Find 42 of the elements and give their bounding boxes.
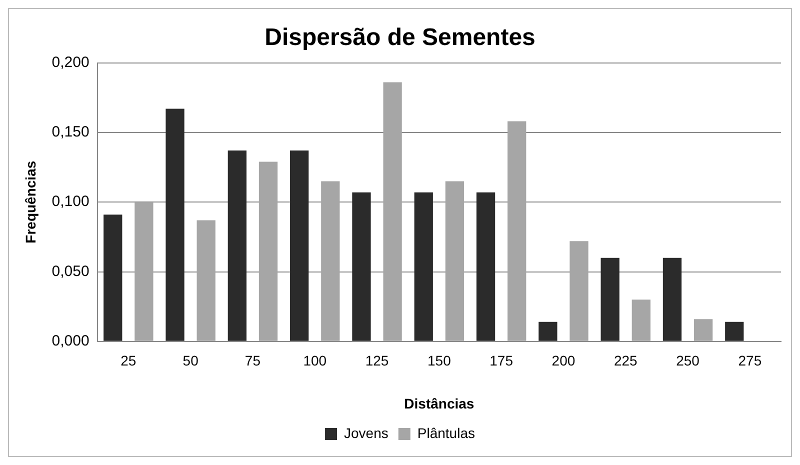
x-tick-label: 150 [427, 352, 452, 369]
y-tick-label: 0,150 [52, 124, 90, 141]
x-tick-label: 75 [244, 352, 261, 369]
bar [538, 322, 558, 341]
x-axis-title: Distâncias [404, 395, 474, 412]
x-tick-label: 250 [676, 352, 700, 369]
x-tick-label: 50 [182, 352, 199, 369]
bar [570, 241, 588, 341]
bar [414, 192, 433, 341]
y-tick-label: 0,200 [52, 54, 90, 71]
x-tick-label: 200 [552, 352, 576, 369]
x-tick-label: 225 [614, 352, 638, 369]
y-tick-label: 0,100 [52, 193, 90, 210]
chart-title: Dispersão de Sementes [264, 24, 536, 52]
bar [632, 300, 650, 341]
bar [228, 150, 246, 341]
bar [352, 192, 371, 341]
bar [725, 322, 744, 341]
x-tick-label: 275 [738, 352, 762, 369]
bar [600, 258, 620, 341]
y-tick-label: 0,000 [52, 332, 90, 350]
x-tick-label: 25 [120, 352, 136, 369]
bar [290, 150, 309, 341]
bar [258, 162, 278, 341]
y-tick-label: 0,050 [52, 262, 90, 280]
bar [476, 192, 496, 341]
bar [104, 214, 122, 341]
y-axis-title: Frequências [22, 160, 38, 244]
bar [694, 319, 713, 341]
bar [321, 181, 340, 341]
bar [662, 258, 682, 341]
x-tick-label: 175 [490, 352, 514, 369]
bar [445, 181, 464, 341]
bar [134, 202, 154, 341]
legend-label: Plântulas [417, 424, 475, 441]
bar [166, 108, 184, 341]
legend-label: Jovens [344, 424, 388, 441]
x-tick-label: 100 [303, 352, 327, 369]
x-tick-label: 125 [365, 352, 389, 369]
bar [508, 121, 526, 341]
bar [196, 220, 216, 341]
bar [383, 82, 402, 341]
